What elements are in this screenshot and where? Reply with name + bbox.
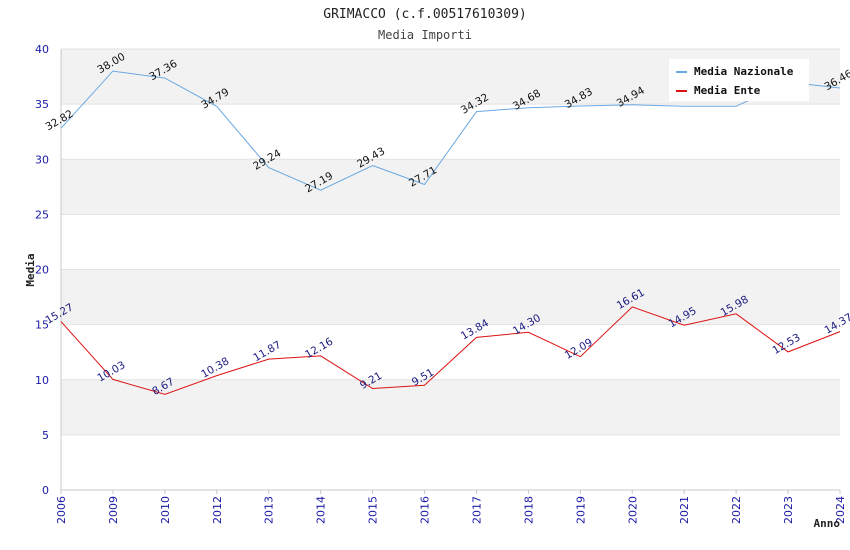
grid-band <box>61 104 840 160</box>
x-tick-label: 2009 <box>107 496 120 524</box>
chart-title: GRIMACCO (c.f.00517610309) <box>323 7 527 22</box>
grid-band <box>61 434 840 490</box>
grid-band <box>61 324 840 380</box>
x-tick-label: 2019 <box>574 496 587 524</box>
y-axis-label: Media <box>24 253 37 286</box>
x-tick-label: 2010 <box>159 496 172 524</box>
x-tick-label: 2021 <box>678 496 691 524</box>
axes <box>60 49 840 491</box>
chart-subtitle: Media Importi <box>378 28 472 42</box>
y-tick-label: 5 <box>42 429 49 442</box>
y-tick-label: 35 <box>35 98 49 111</box>
plot-background-bands <box>61 48 840 491</box>
y-axis-ticks: 0 5 10 15 20 25 30 35 40 <box>35 43 49 497</box>
x-tick-label: 2023 <box>782 496 795 524</box>
grid-band <box>61 214 840 270</box>
series-lines <box>60 70 841 395</box>
y-tick-label: 40 <box>35 43 49 56</box>
x-axis-ticks: 2006 2009 2010 2012 2013 2014 2015 2016 2017 2018… <box>55 490 847 524</box>
y-tick-label: 30 <box>35 153 49 166</box>
y-tick-label: 20 <box>35 264 49 277</box>
legend-box <box>669 59 809 101</box>
grid-band <box>61 159 840 215</box>
legend-entry: Media Ente <box>694 84 761 97</box>
grid-band <box>61 379 840 435</box>
legend-entry: Media Nazionale <box>694 65 794 78</box>
y-tick-label: 10 <box>35 374 49 387</box>
legend: Media Nazionale Media Ente <box>669 59 809 101</box>
x-axis-label: Anno <box>814 517 841 530</box>
series-line-media-nazionale <box>60 70 841 191</box>
x-tick-label: 2017 <box>470 496 483 524</box>
x-tick-label: 2018 <box>522 496 535 524</box>
x-tick-label: 2015 <box>367 496 380 524</box>
x-tick-label: 2016 <box>419 496 432 524</box>
grid-band <box>61 269 840 325</box>
x-tick-label: 2014 <box>315 496 328 524</box>
y-tick-label: 0 <box>42 484 49 497</box>
y-tick-label: 15 <box>35 319 49 332</box>
x-tick-label: 2020 <box>626 496 639 524</box>
x-tick-label: 2006 <box>55 496 68 524</box>
x-tick-label: 2013 <box>263 496 276 524</box>
x-tick-label: 2024 <box>834 496 847 524</box>
y-tick-label: 25 <box>35 208 49 221</box>
x-tick-label: 2022 <box>730 496 743 524</box>
series-line-media-ente <box>60 306 841 395</box>
x-tick-label: 2012 <box>211 496 224 524</box>
